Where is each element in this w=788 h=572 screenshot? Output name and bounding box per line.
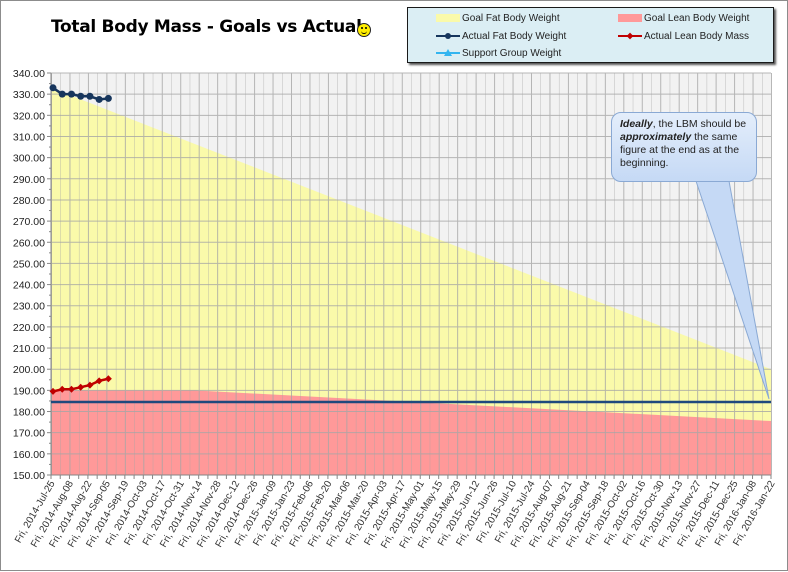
svg-text:310.00: 310.00 (13, 131, 45, 143)
svg-text:180.00: 180.00 (13, 407, 45, 419)
svg-text:260.00: 260.00 (13, 237, 45, 249)
svg-text:160.00: 160.00 (13, 449, 45, 461)
goal-lean-swatch-icon (618, 14, 642, 22)
svg-text:190.00: 190.00 (13, 385, 45, 397)
smiley-icon (357, 23, 371, 37)
svg-text:200.00: 200.00 (13, 364, 45, 376)
svg-text:220.00: 220.00 (13, 322, 45, 334)
chart-title: Total Body Mass - Goals vs Actual (51, 17, 362, 37)
callout-text: , the LBM should be (652, 118, 747, 130)
svg-text:340.00: 340.00 (13, 68, 45, 80)
svg-text:150.00: 150.00 (13, 470, 45, 482)
diamond-marker-line-icon (618, 32, 642, 40)
svg-text:170.00: 170.00 (13, 428, 45, 440)
annotation-callout: Ideally, the LBM should be approximately… (611, 112, 757, 182)
callout-text: the same figure at the end as at the beg… (620, 131, 740, 169)
callout-text: approximately (620, 131, 692, 143)
triangle-marker-line-icon (436, 49, 460, 57)
legend-item-goal-lean[interactable]: Goal Lean Body Weight (618, 11, 749, 25)
legend-item-actual-fat[interactable]: Actual Fat Body Weight (436, 29, 566, 43)
svg-text:270.00: 270.00 (13, 216, 45, 228)
svg-text:330.00: 330.00 (13, 89, 45, 101)
chart-legend[interactable]: Goal Fat Body Weight Goal Lean Body Weig… (407, 7, 774, 63)
svg-text:290.00: 290.00 (13, 174, 45, 186)
goal-fat-swatch-icon (436, 14, 460, 22)
svg-text:300.00: 300.00 (13, 153, 45, 165)
svg-text:210.00: 210.00 (13, 343, 45, 355)
callout-text: Ideally (620, 118, 653, 130)
svg-text:280.00: 280.00 (13, 195, 45, 207)
legend-item-actual-lean[interactable]: Actual Lean Body Mass (618, 29, 749, 43)
circle-marker-line-icon (436, 32, 460, 40)
svg-text:230.00: 230.00 (13, 301, 45, 313)
svg-text:320.00: 320.00 (13, 110, 45, 122)
svg-text:240.00: 240.00 (13, 280, 45, 292)
legend-item-support-group[interactable]: Support Group Weight (436, 46, 561, 60)
svg-text:250.00: 250.00 (13, 258, 45, 270)
legend-item-goal-fat[interactable]: Goal Fat Body Weight (436, 11, 560, 25)
